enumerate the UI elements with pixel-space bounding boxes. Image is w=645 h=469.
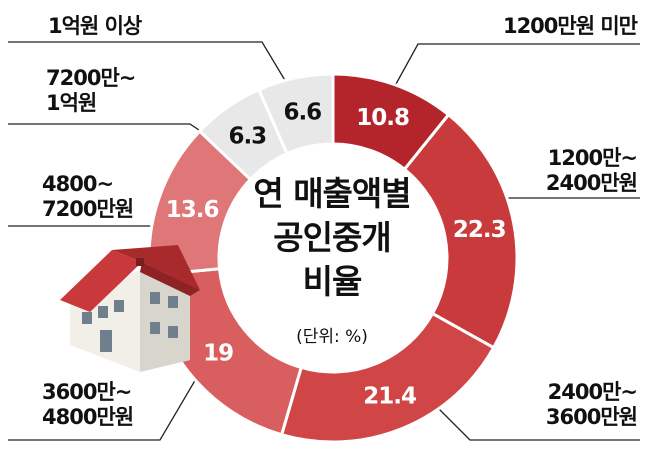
category-label: 2400만~ 3600만원 <box>545 380 638 429</box>
category-label: 4800~ 7200만원 <box>42 172 134 221</box>
leader-lines <box>8 41 640 441</box>
category-label: 1200만원 미만 <box>502 14 638 38</box>
donut-segment <box>256 72 335 156</box>
house-illustration <box>60 245 200 372</box>
category-label: 1억원 이상 <box>48 14 142 38</box>
value-label: 22.3 <box>453 217 506 243</box>
category-label: 1200만~ 2400만원 <box>545 146 638 195</box>
chart-subtitle: (단위: %) <box>296 327 368 347</box>
value-label: 21.4 <box>363 383 416 409</box>
value-label: 10.8 <box>356 105 409 131</box>
category-label: 3600만~ 4800만원 <box>42 380 134 429</box>
value-label: 19 <box>203 340 233 366</box>
value-label: 6.6 <box>283 100 321 126</box>
category-label: 7200만~ 1억원 <box>46 66 136 115</box>
donut-segment <box>402 112 519 350</box>
value-label: 13.6 <box>166 197 219 223</box>
chart-title: 연 매출액별 공인중개 비율 <box>253 174 411 301</box>
donut: 10.8 22.3 21.4 19 13.6 6.3 6.6 <box>147 72 519 444</box>
value-label: 6.3 <box>228 124 266 150</box>
